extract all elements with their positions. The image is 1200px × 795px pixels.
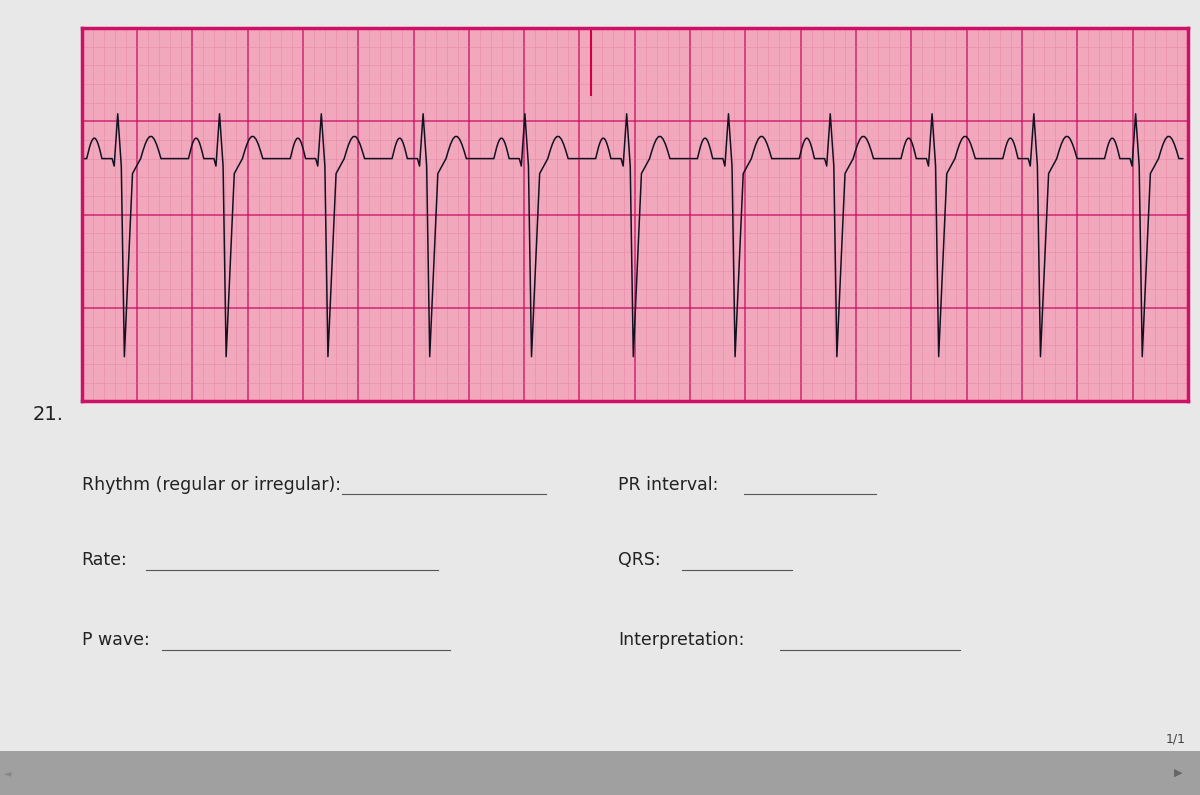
Text: ◄: ◄ bbox=[4, 768, 11, 778]
Text: ▶: ▶ bbox=[1174, 768, 1182, 778]
Text: P wave:: P wave: bbox=[82, 631, 149, 649]
Text: Rate:: Rate: bbox=[82, 552, 127, 569]
Text: Rhythm (regular or irregular):: Rhythm (regular or irregular): bbox=[82, 476, 341, 494]
Text: PR interval:: PR interval: bbox=[618, 476, 719, 494]
Text: 21.: 21. bbox=[32, 405, 64, 425]
Text: QRS:: QRS: bbox=[618, 552, 661, 569]
Text: Interpretation:: Interpretation: bbox=[618, 631, 744, 649]
Text: 1/1: 1/1 bbox=[1165, 733, 1186, 746]
